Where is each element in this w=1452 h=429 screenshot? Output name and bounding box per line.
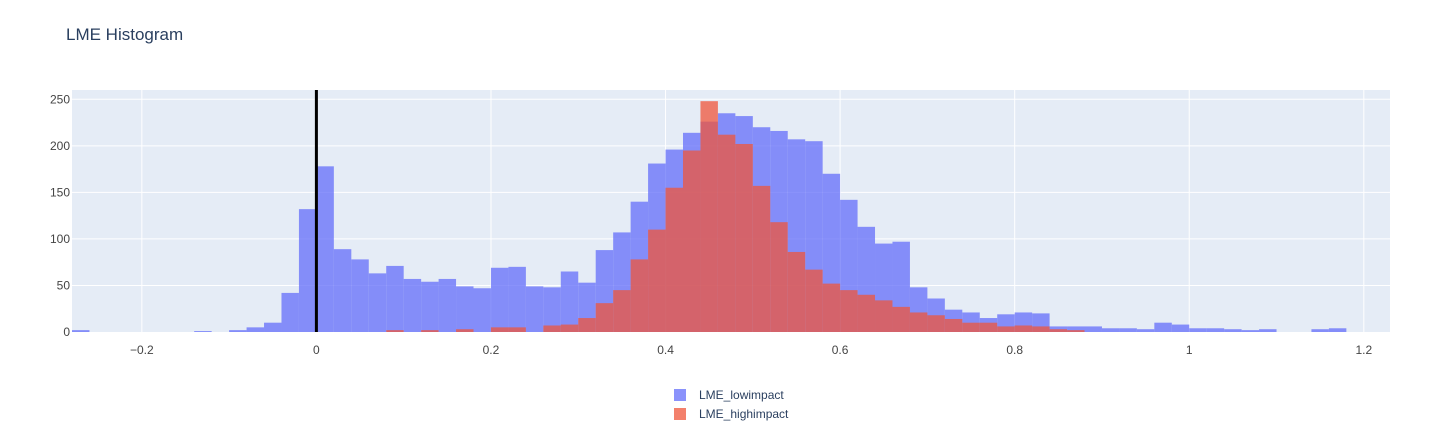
bar [1259, 329, 1277, 332]
bar [246, 327, 265, 332]
bar [1171, 324, 1190, 332]
series-LME_highimpact [386, 101, 1085, 333]
bar [473, 288, 491, 332]
bar [630, 259, 649, 332]
legend-swatch [674, 408, 686, 420]
bar [997, 326, 1015, 332]
bar [1311, 329, 1329, 332]
bar [822, 283, 841, 332]
y-tick-label: 200 [50, 139, 70, 153]
bar [682, 150, 701, 332]
x-tick-label: 1.2 [1355, 343, 1372, 357]
bar [229, 330, 247, 332]
legend-label: LME_lowimpact [699, 388, 784, 402]
x-tick-label: −0.2 [130, 343, 154, 357]
y-tick-label: 50 [57, 278, 71, 292]
bar [944, 318, 963, 332]
bar [525, 286, 544, 332]
bar [490, 327, 509, 332]
y-axis-ticks: 0 50 100 150 200 250 [50, 92, 70, 339]
bar [438, 278, 457, 332]
bar [979, 322, 998, 332]
histogram-bars [72, 101, 1347, 333]
y-tick-label: 150 [50, 185, 70, 199]
bar [1119, 328, 1137, 332]
bar [386, 265, 404, 332]
bar [962, 322, 980, 332]
bar [578, 318, 596, 332]
bar [595, 303, 614, 332]
bar [1101, 328, 1120, 332]
bar [1189, 328, 1207, 332]
bar [1049, 329, 1068, 332]
x-tick-label: 0.6 [832, 343, 849, 357]
bar [560, 324, 579, 332]
y-tick-label: 250 [50, 92, 70, 106]
bar [857, 294, 876, 332]
bar [508, 327, 526, 332]
bar [787, 251, 806, 332]
bar [735, 143, 753, 332]
bar [1241, 330, 1260, 332]
legend-item-LME_highimpact[interactable]: LME_highimpact [674, 407, 789, 421]
bar [770, 222, 788, 332]
bar [72, 330, 90, 332]
bar [613, 290, 631, 332]
legend-item-LME_lowimpact[interactable]: LME_lowimpact [674, 388, 784, 402]
y-tick-label: 100 [50, 232, 70, 246]
bar [1014, 325, 1033, 332]
bar [717, 134, 736, 332]
bar [665, 187, 683, 332]
bar [351, 259, 369, 332]
bar [875, 300, 893, 332]
bar [456, 286, 474, 332]
bar [840, 290, 858, 332]
bar [1206, 328, 1225, 332]
bar [264, 322, 282, 332]
bar [1136, 329, 1155, 332]
bar [1084, 326, 1102, 332]
legend-label: LME_highimpact [699, 407, 789, 421]
x-tick-label: 1 [1186, 343, 1193, 357]
bar [700, 101, 718, 333]
bar [543, 287, 561, 332]
bar [1328, 328, 1347, 332]
bar [927, 315, 945, 332]
y-tick-label: 0 [63, 325, 70, 339]
bar [560, 271, 579, 332]
bar [421, 330, 439, 332]
bar [1032, 326, 1050, 332]
bar [456, 329, 474, 332]
bar [386, 330, 404, 332]
bar [1154, 322, 1172, 332]
bar [752, 185, 771, 332]
bar [1067, 330, 1085, 332]
bar [892, 306, 910, 332]
bar [1067, 326, 1085, 332]
bar [194, 331, 212, 332]
bar [333, 249, 352, 332]
bar [1224, 329, 1242, 332]
bar [648, 229, 666, 332]
bar [368, 273, 387, 332]
chart-title: LME Histogram [66, 25, 183, 44]
bar [543, 325, 561, 332]
x-axis-ticks: −0.2 0 0.2 0.4 0.6 0.8 1 1.2 [130, 343, 1373, 357]
legend-swatch [674, 389, 686, 401]
bar [281, 292, 299, 332]
bar [421, 281, 439, 332]
bar [805, 269, 823, 332]
bar [298, 209, 317, 332]
x-tick-label: 0.8 [1006, 343, 1023, 357]
bar [490, 267, 509, 332]
bar [508, 266, 526, 332]
bar [909, 312, 928, 332]
bar [403, 278, 422, 332]
legend: LME_lowimpact LME_highimpact [674, 388, 789, 421]
bar [316, 166, 334, 332]
x-tick-label: 0 [313, 343, 320, 357]
x-tick-label: 0.2 [483, 343, 500, 357]
x-tick-label: 0.4 [657, 343, 674, 357]
